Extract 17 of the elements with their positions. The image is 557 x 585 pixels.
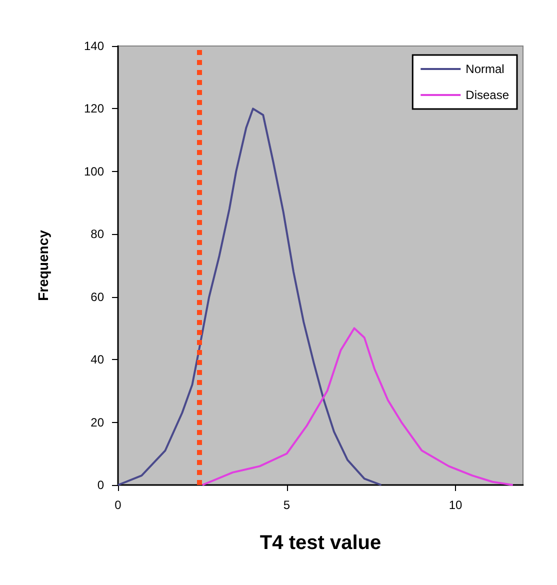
- x-tick-label: 5: [283, 498, 290, 512]
- y-tick-label: 100: [84, 164, 104, 178]
- y-tick-label: 120: [84, 102, 104, 116]
- y-tick-label: 80: [90, 227, 104, 242]
- y-tick-label: 40: [90, 352, 104, 367]
- line-series: [117, 108, 382, 486]
- x-tick-label: 10: [448, 498, 462, 512]
- y-tick-label: 20: [90, 415, 104, 430]
- legend-label: Normal: [466, 62, 504, 76]
- x-axis-title: T4 test value: [260, 532, 382, 554]
- y-tick-label: 140: [84, 39, 104, 53]
- x-tick-label: 0: [114, 498, 122, 512]
- line-series: [201, 327, 514, 486]
- y-tick-label: 60: [90, 290, 104, 304]
- legend-label: Disease: [466, 88, 510, 102]
- y-tick-label: 0: [97, 478, 104, 492]
- y-axis-title: Frequency: [35, 230, 51, 301]
